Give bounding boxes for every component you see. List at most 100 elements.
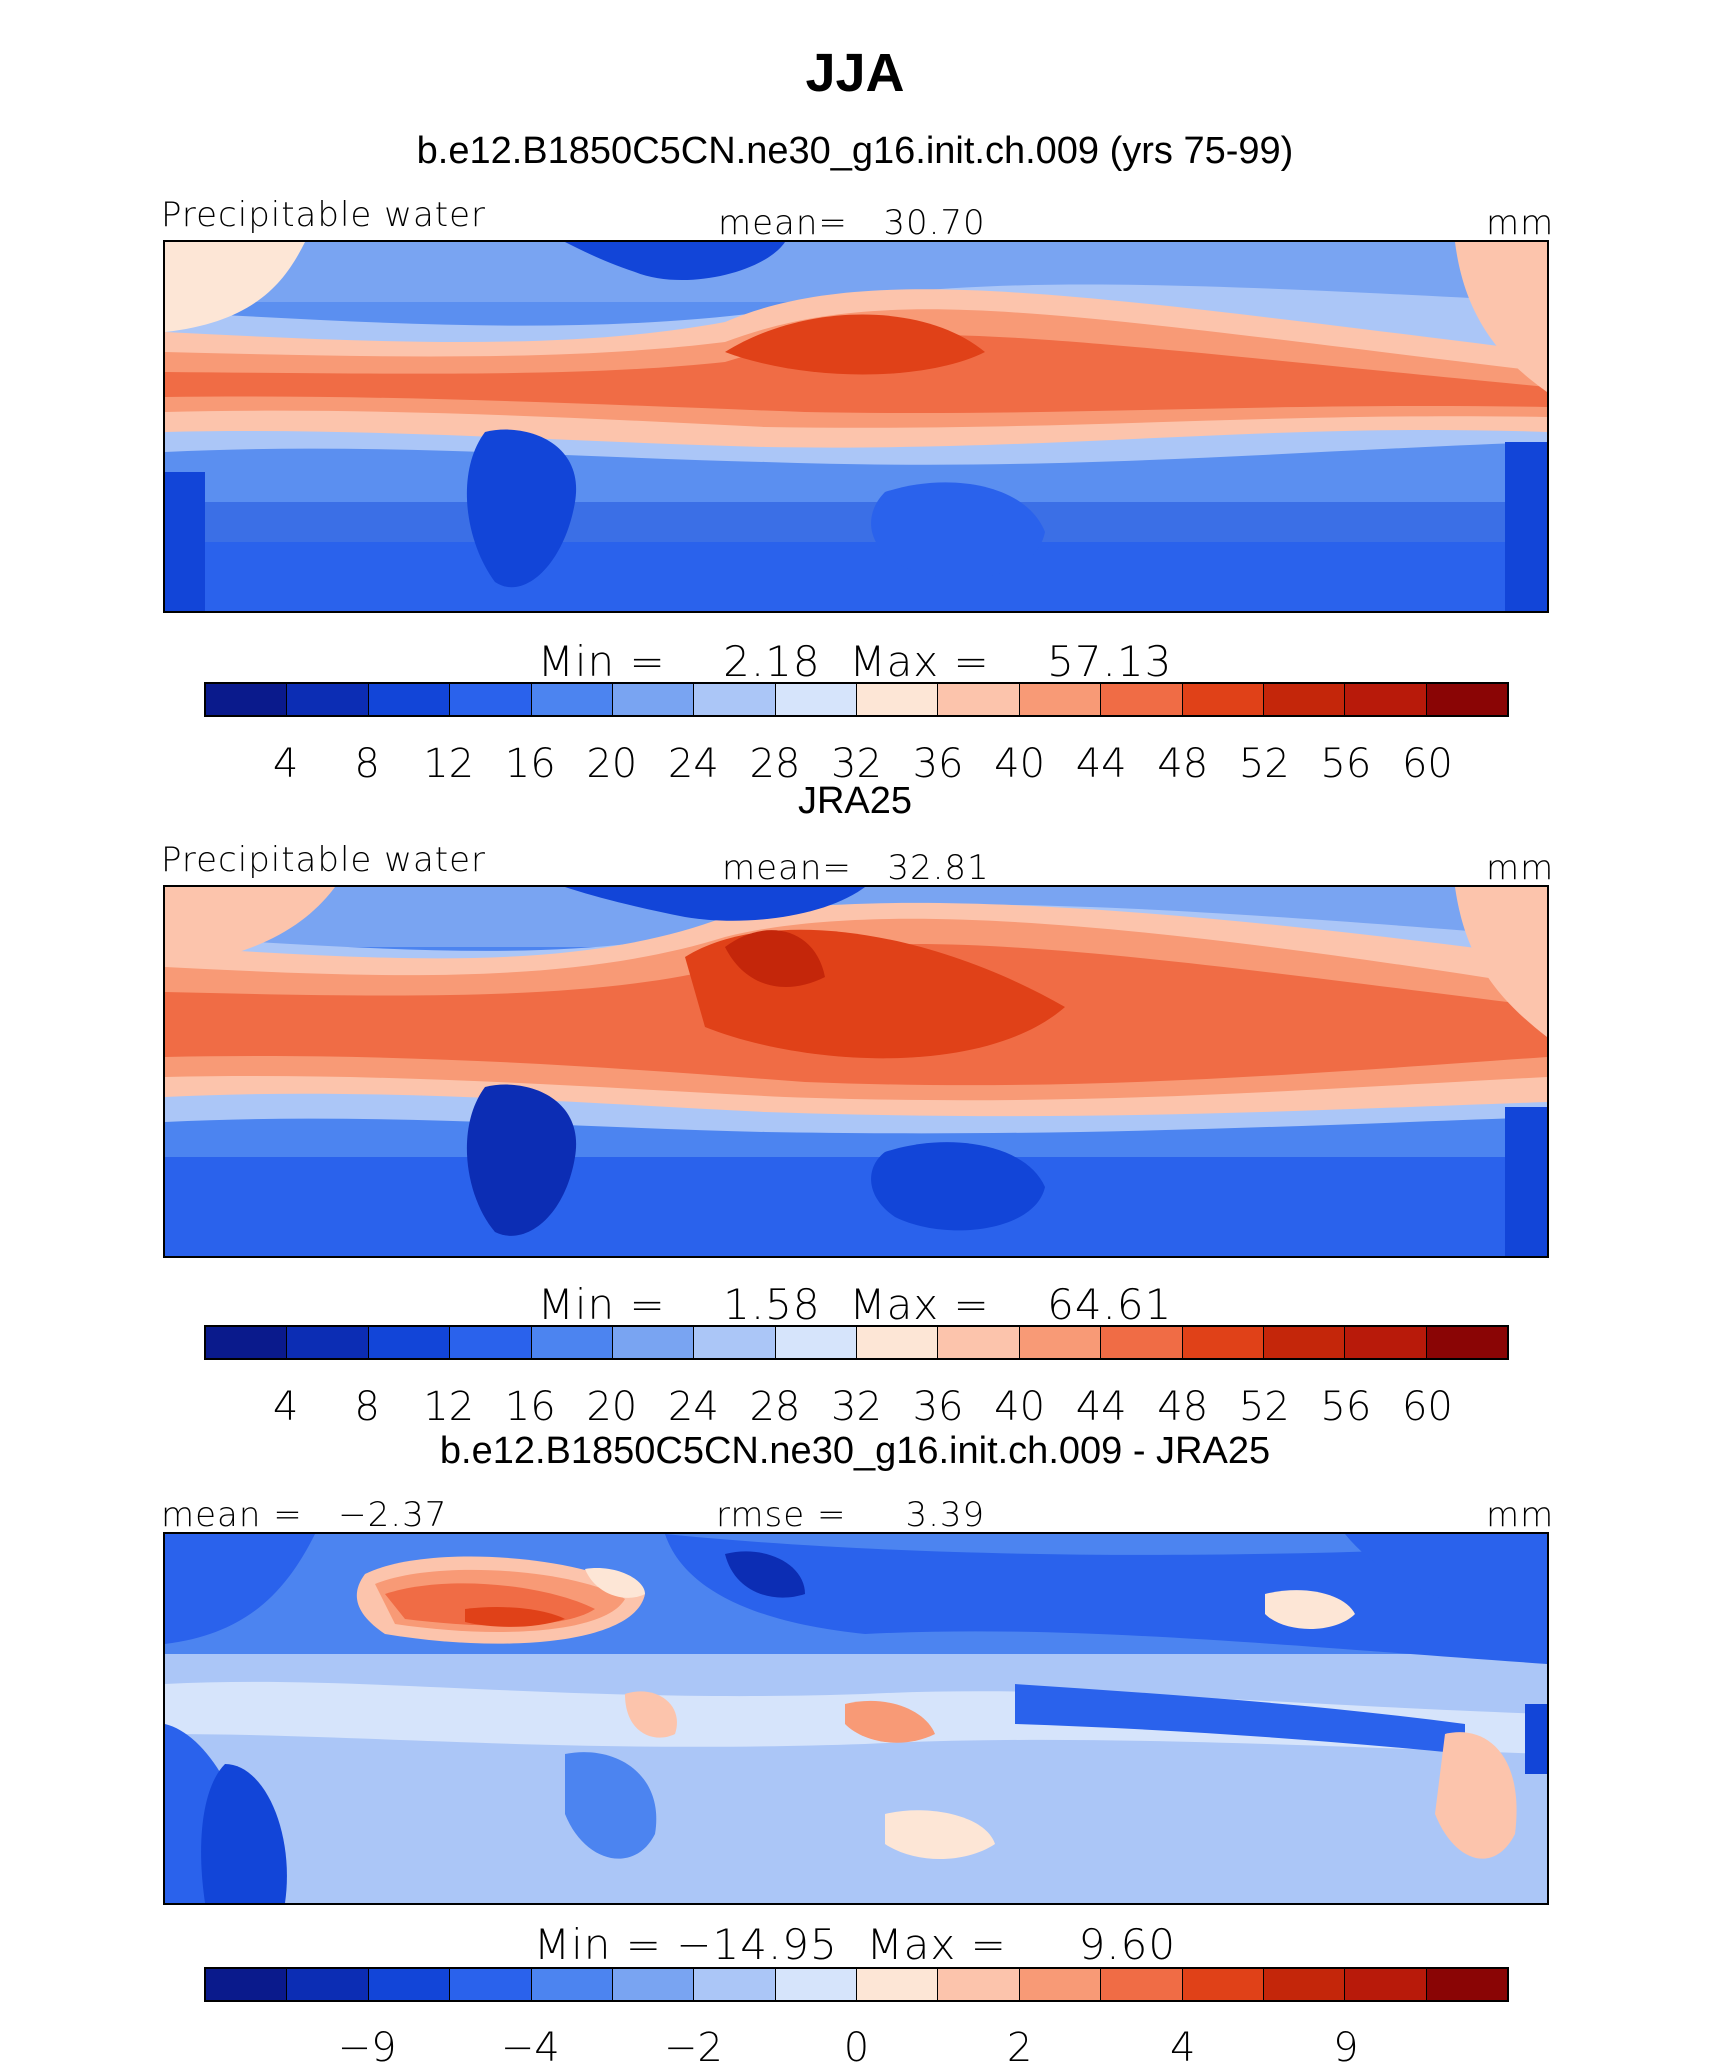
panel-2-variable-label: Precipitable water (161, 840, 487, 880)
colorbar-tick-label: 36 (912, 1384, 964, 1430)
colorbar-cell (206, 1327, 288, 1358)
colorbar-cell (857, 1327, 939, 1358)
colorbar-tick-label: 40 (994, 741, 1046, 787)
colorbar-tick-label: 36 (912, 741, 964, 787)
colorbar-cell (938, 1969, 1020, 2000)
colorbar-tick-label: 20 (586, 741, 638, 787)
panel-2-minmax: Min = 1.58 Max = 64.61 (537, 1280, 1173, 1329)
panel-2-colorbar (204, 1325, 1509, 1360)
panel-3-rmse-label: rmse = 3.39 (716, 1495, 986, 1535)
colorbar-tick-label: 48 (1157, 1384, 1209, 1430)
colorbar-cell (1182, 1969, 1264, 2000)
colorbar-tick-label: 20 (586, 1384, 638, 1430)
panel-3-minmax: Min = −14.95 Max = 9.60 (533, 1920, 1177, 1969)
colorbar-cell (206, 1969, 288, 2000)
colorbar-tick-label: 56 (1320, 1384, 1372, 1430)
colorbar-cell (612, 684, 695, 715)
colorbar-cell (368, 1969, 451, 2000)
colorbar-cell (1101, 1327, 1183, 1358)
colorbar-cell (531, 1969, 613, 2000)
colorbar-cell (450, 1327, 532, 1358)
colorbar-tick-label: −9 (337, 2025, 397, 2071)
panel-1-subtitle: b.e12.B1850C5CN.ne30_g16.init.ch.009 (yr… (416, 130, 1294, 172)
colorbar-cell (1019, 684, 1102, 715)
colorbar-cell (857, 1969, 939, 2000)
panel-3-map-svg (165, 1534, 1547, 1903)
panel-3-map (163, 1532, 1549, 1905)
colorbar-cell (1101, 684, 1183, 715)
colorbar-cell (1263, 1327, 1346, 1358)
colorbar-tick-label: 24 (667, 741, 719, 787)
panel-2-units-label: mm (1486, 848, 1555, 888)
panel-2-map (163, 885, 1549, 1258)
colorbar-cell (938, 684, 1020, 715)
colorbar-cell (938, 1327, 1020, 1358)
panel-3-colorbar (204, 1967, 1509, 2002)
colorbar-tick-label: 40 (994, 1384, 1046, 1430)
colorbar-cell (1345, 684, 1427, 715)
colorbar-cell (694, 1327, 776, 1358)
colorbar-tick-label: 28 (749, 1384, 801, 1430)
colorbar-cell (694, 684, 776, 715)
colorbar-tick-label: 16 (504, 1384, 556, 1430)
colorbar-tick-label: 56 (1320, 741, 1372, 787)
colorbar-tick-label: 12 (423, 741, 475, 787)
colorbar-cell (287, 1327, 369, 1358)
colorbar-tick-label: 52 (1238, 1384, 1290, 1430)
colorbar-cell (1345, 1327, 1427, 1358)
colorbar-cell (1101, 1969, 1183, 2000)
colorbar-cell (857, 684, 939, 715)
panel-1-minmax: Min = 2.18 Max = 57.13 (537, 637, 1173, 686)
colorbar-tick-label: −2 (663, 2025, 723, 2071)
colorbar-cell (1426, 684, 1507, 715)
colorbar-tick-label: 32 (831, 741, 882, 787)
colorbar-cell (1263, 684, 1346, 715)
colorbar-cell (287, 684, 369, 715)
panel-3-subtitle: b.e12.B1850C5CN.ne30_g16.init.ch.009 - J… (439, 1430, 1271, 1472)
colorbar-cell (368, 684, 451, 715)
panel-3-mean-label: mean = −2.37 (161, 1495, 448, 1535)
colorbar-tick-label: 60 (1401, 1384, 1453, 1430)
colorbar-tick-label: 8 (354, 1384, 380, 1430)
colorbar-cell (1426, 1327, 1507, 1358)
colorbar-tick-label: 24 (667, 1384, 719, 1430)
colorbar-cell (775, 684, 857, 715)
colorbar-tick-label: 12 (423, 1384, 475, 1430)
colorbar-tick-label: 48 (1157, 741, 1209, 787)
colorbar-tick-label: 32 (831, 1384, 882, 1430)
colorbar-tick-label: 52 (1238, 741, 1290, 787)
colorbar-tick-label: 2 (1006, 2025, 1033, 2071)
colorbar-tick-label: 4 (1170, 2025, 1196, 2071)
colorbar-tick-label: 44 (1075, 1384, 1127, 1430)
colorbar-cell (450, 1969, 532, 2000)
colorbar-tick-label: 60 (1401, 741, 1453, 787)
colorbar-cell (1182, 1327, 1264, 1358)
colorbar-cell (287, 1969, 369, 2000)
colorbar-tick-label: 16 (504, 741, 556, 787)
panel-1-colorbar (204, 682, 1509, 717)
panel-2-map-svg (165, 887, 1547, 1256)
panel-1-map-svg (165, 242, 1547, 611)
panel-2-mean-label: mean= 32.81 (722, 848, 990, 888)
colorbar-cell (1019, 1327, 1102, 1358)
colorbar-cell (612, 1969, 695, 2000)
colorbar-tick-label: −4 (500, 2025, 560, 2071)
panel-3-units-label: mm (1486, 1495, 1555, 1535)
colorbar-tick-label: 9 (1333, 2025, 1359, 2071)
colorbar-cell (775, 1969, 857, 2000)
panel-2-subtitle: JRA25 (797, 780, 913, 822)
colorbar-cell (1263, 1969, 1346, 2000)
colorbar-cell (368, 1327, 451, 1358)
colorbar-cell (775, 1327, 857, 1358)
panel-1-mean-label: mean= 30.70 (718, 203, 986, 243)
colorbar-cell (1019, 1969, 1102, 2000)
colorbar-tick-label: 44 (1075, 741, 1127, 787)
colorbar-cell (612, 1327, 695, 1358)
panel-1-units-label: mm (1486, 203, 1555, 243)
panel-1-variable-label: Precipitable water (161, 195, 487, 235)
panel-1-map (163, 240, 1549, 613)
colorbar-tick-label: 0 (843, 2025, 870, 2071)
colorbar-cell (1426, 1969, 1507, 2000)
colorbar-tick-label: 8 (354, 741, 380, 787)
colorbar-cell (206, 684, 288, 715)
